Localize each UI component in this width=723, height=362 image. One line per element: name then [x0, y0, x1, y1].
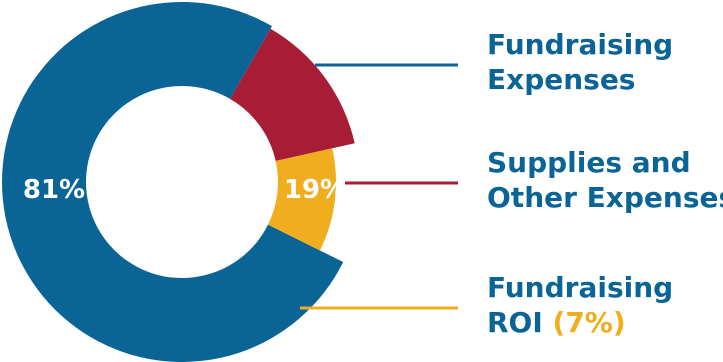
legend-item-fundraising-expenses: Fundraising Expenses: [487, 27, 673, 97]
legend-text-line2: Other Expenses: [487, 181, 723, 214]
legend-text-line2: Expenses: [487, 63, 636, 96]
slice-label-supplies-other: 19%: [284, 175, 346, 205]
legend-text-line2: ROI (7%): [487, 305, 673, 340]
legend-text-line1: Fundraising: [487, 271, 674, 304]
slice-fundraising-roi: [267, 148, 336, 251]
slice-label-fundraising-expenses: 81%: [23, 175, 85, 205]
slice-fundraising-expenses: [2, 2, 344, 362]
legend-text-line1: Fundraising: [487, 28, 674, 61]
legend-item-fundraising-roi: Fundraising ROI (7%): [487, 270, 673, 340]
slice-labels: 81% 19%: [23, 175, 346, 205]
legend-item-supplies-other: Supplies and Other Expenses: [487, 145, 723, 215]
legend-text-line1: Supplies and: [487, 146, 691, 179]
legend-text-roi-percent: (7%): [552, 306, 626, 339]
legend-leader-lines: [300, 63, 458, 310]
donut-slices: [2, 2, 355, 362]
legend-text-roi: ROI: [487, 306, 553, 339]
slice-supplies-other: [230, 28, 355, 161]
